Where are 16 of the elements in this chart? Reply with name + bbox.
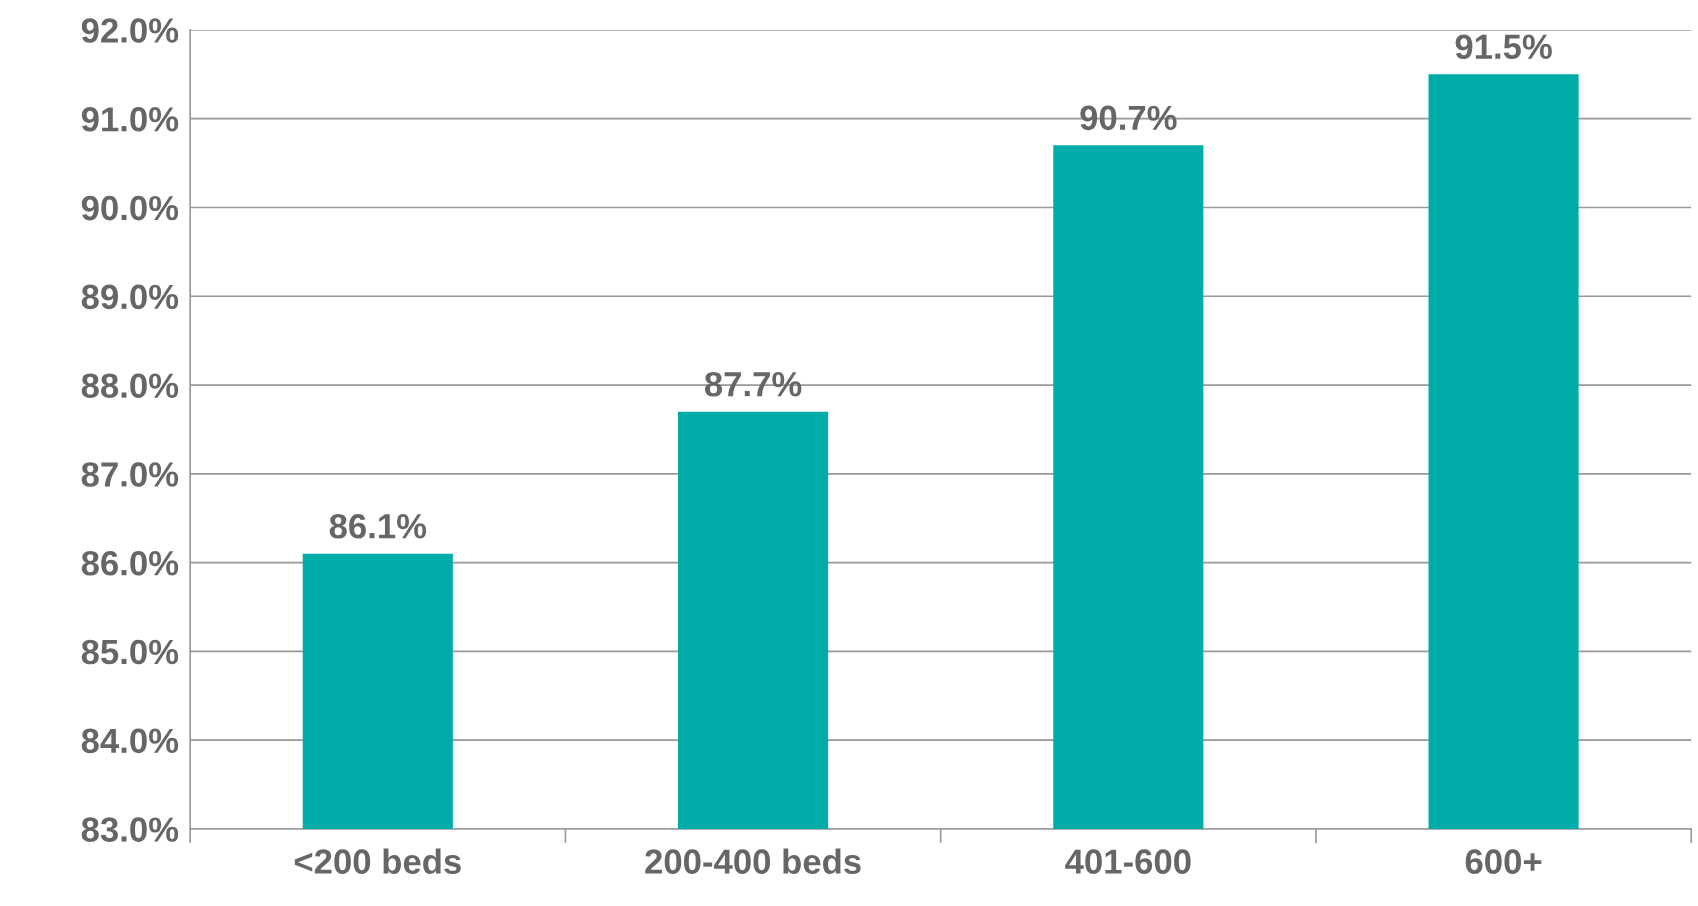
y-tick-label: 83.0% — [81, 817, 179, 842]
y-tick-label: 89.0% — [81, 284, 179, 310]
y-tick-label: 91.0% — [81, 107, 179, 132]
y-tick-label: 86.0% — [81, 550, 179, 576]
y-tick-label: 92.0% — [81, 18, 179, 43]
y-tick-label: 85.0% — [81, 639, 179, 665]
x-tick-label: 600+ — [1465, 849, 1542, 874]
x-tick-label: 200-400 beds — [645, 848, 861, 874]
data-label: 86.1% — [329, 513, 427, 539]
x-tick-label: 401-600 — [1065, 849, 1191, 874]
data-label: 91.5% — [1455, 34, 1552, 60]
y-tick-label: 88.0% — [81, 373, 179, 398]
y-tick-label: 84.0% — [81, 728, 179, 754]
x-tick-label: <200 beds — [294, 848, 461, 874]
y-tick-label: 90.0% — [81, 195, 179, 221]
y-tick-label: 87.0% — [81, 462, 179, 487]
